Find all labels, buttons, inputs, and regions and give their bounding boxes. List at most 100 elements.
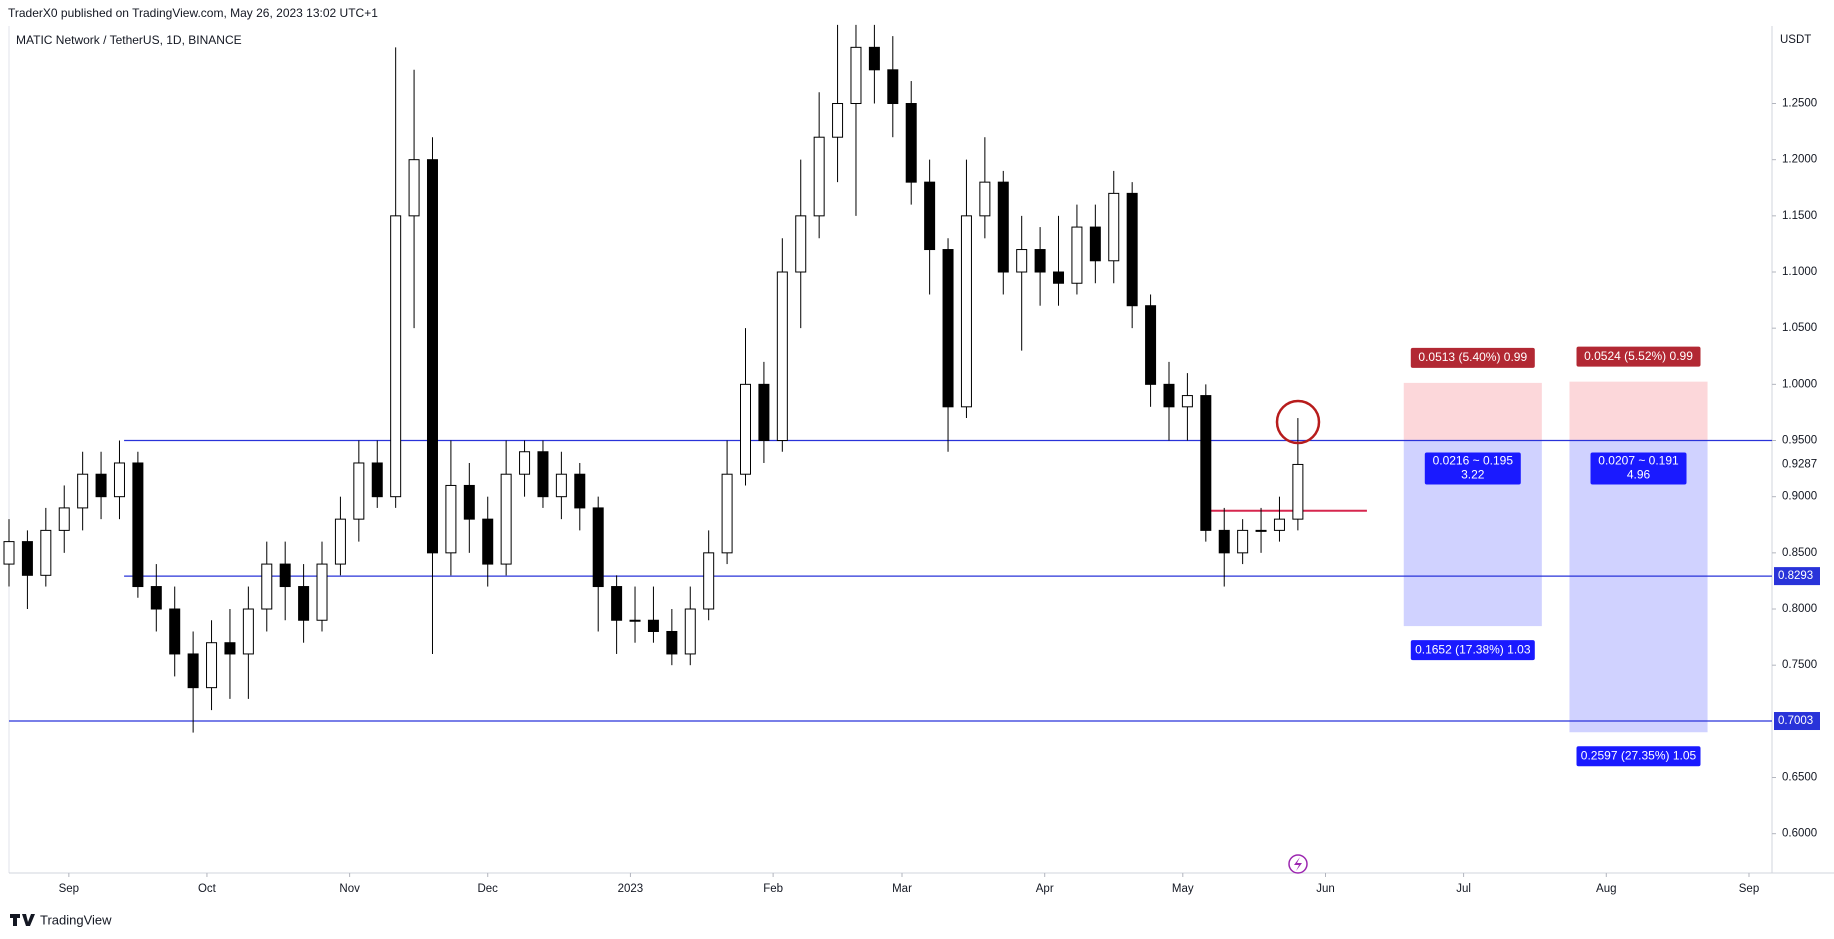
candle-body (868, 46, 880, 71)
level-badge-label: 0.8293 (1778, 570, 1813, 582)
ratio-label: 3.22 (1461, 468, 1485, 482)
x-tick-label: Feb (763, 883, 783, 895)
candle-body (40, 529, 52, 576)
candle-body (334, 518, 346, 565)
candle-body (261, 563, 273, 610)
candle-body (721, 473, 733, 554)
candle-body (1108, 192, 1120, 262)
candle-body (279, 563, 291, 588)
candle-body (592, 507, 604, 588)
candle-body (611, 586, 623, 621)
y-tick-label: 1.0000 (1782, 378, 1817, 390)
candle-body (150, 586, 162, 610)
candle-body (500, 473, 512, 565)
candle-body (113, 462, 125, 498)
candle-body (1181, 395, 1193, 408)
candle-body (942, 249, 954, 408)
published-note: TraderX0 published on TradingView.com, M… (8, 6, 378, 20)
x-tick-label: Sep (59, 883, 79, 895)
x-tick-label: Mar (892, 883, 912, 895)
candle-body (58, 507, 70, 531)
candle-body (353, 462, 365, 520)
candle-body (132, 462, 144, 588)
candle-body (813, 136, 825, 217)
stop-label-bg (1576, 346, 1701, 367)
candle-body (776, 271, 788, 442)
x-tick-label: May (1172, 883, 1194, 895)
candle-body (887, 69, 899, 105)
candle-body (666, 630, 678, 655)
x-tick-label: Jul (1456, 883, 1471, 895)
candle-body (905, 103, 917, 183)
candle-body (924, 181, 936, 251)
highlight-circle (1275, 399, 1321, 445)
mid-label-bg (1590, 452, 1687, 485)
y-tick-label: 1.2000 (1782, 154, 1817, 166)
stop-label-bg (1410, 347, 1535, 368)
candle-body (1126, 192, 1138, 307)
candle-body (537, 451, 549, 498)
candle-body (95, 473, 107, 498)
candle-body (758, 383, 770, 442)
candle-body (316, 563, 328, 621)
candle-body (21, 541, 33, 576)
y-tick-label: 0.9000 (1782, 491, 1817, 503)
x-tick-label: Sep (1739, 883, 1759, 895)
candle-body (850, 46, 862, 105)
candle-body (1273, 518, 1285, 531)
y-tick-label: 1.0500 (1782, 322, 1817, 334)
x-tick-label: Aug (1596, 883, 1616, 895)
candle-body (169, 608, 181, 655)
candle-body (187, 653, 199, 689)
chart-title: MATIC Network / TetherUS, 1D, BINANCE (16, 33, 242, 47)
candle-body (426, 159, 438, 554)
target-label-bg (1576, 746, 1701, 767)
candle-body (482, 518, 494, 565)
candle-body (740, 383, 752, 475)
x-tick-label: 2023 (618, 883, 644, 895)
level-badge-label: 0.7003 (1778, 715, 1813, 727)
y-tick-label: 1.2500 (1782, 98, 1817, 110)
y-tick-label: 0.6000 (1782, 828, 1817, 840)
x-tick-label: Dec (477, 883, 498, 895)
stop-label: 0.0513 (5.40%) 0.99 (1418, 350, 1527, 364)
candle-body (647, 619, 659, 632)
candle-body (298, 586, 310, 621)
candle-body (703, 552, 715, 610)
candle-body (242, 608, 254, 655)
target-zone (1569, 440, 1708, 733)
candle-body (1163, 383, 1175, 408)
x-tick-label: Jun (1316, 883, 1335, 895)
candle-body (555, 473, 567, 498)
candle-body (629, 619, 641, 622)
candle-body (1237, 529, 1249, 554)
candle-body (445, 484, 457, 554)
candle-body (1034, 249, 1046, 273)
candle-body (1218, 529, 1230, 554)
candle-body (224, 642, 236, 655)
x-tick-label: Apr (1036, 883, 1054, 895)
candle-body (1292, 463, 1304, 520)
y-tick-label: 0.9500 (1782, 435, 1817, 447)
y-tick-label: 0.8500 (1782, 547, 1817, 559)
candle-body (997, 181, 1009, 273)
candle-body (390, 215, 402, 498)
ratio-label: 4.96 (1627, 468, 1651, 482)
y-tick-label: 1.1500 (1782, 210, 1817, 222)
level-badge (1774, 712, 1820, 731)
candle-body (1200, 395, 1212, 531)
stop-label: 0.0524 (5.52%) 0.99 (1584, 349, 1693, 363)
footer-brand: TradingView (40, 912, 112, 927)
candle-body (463, 484, 475, 520)
target-label: 0.1652 (17.38%) 1.03 (1415, 642, 1531, 656)
candle-body (408, 159, 420, 217)
replay-icon[interactable] (1288, 854, 1308, 874)
footer-logo (10, 914, 35, 926)
stop-zone (1403, 382, 1542, 441)
candle-body (371, 462, 383, 498)
mid-label: 0.0216 ~ 0.195 (1433, 454, 1514, 468)
candle-body (1145, 305, 1157, 385)
candle-body (960, 215, 972, 408)
y-unit: USDT (1780, 34, 1811, 46)
